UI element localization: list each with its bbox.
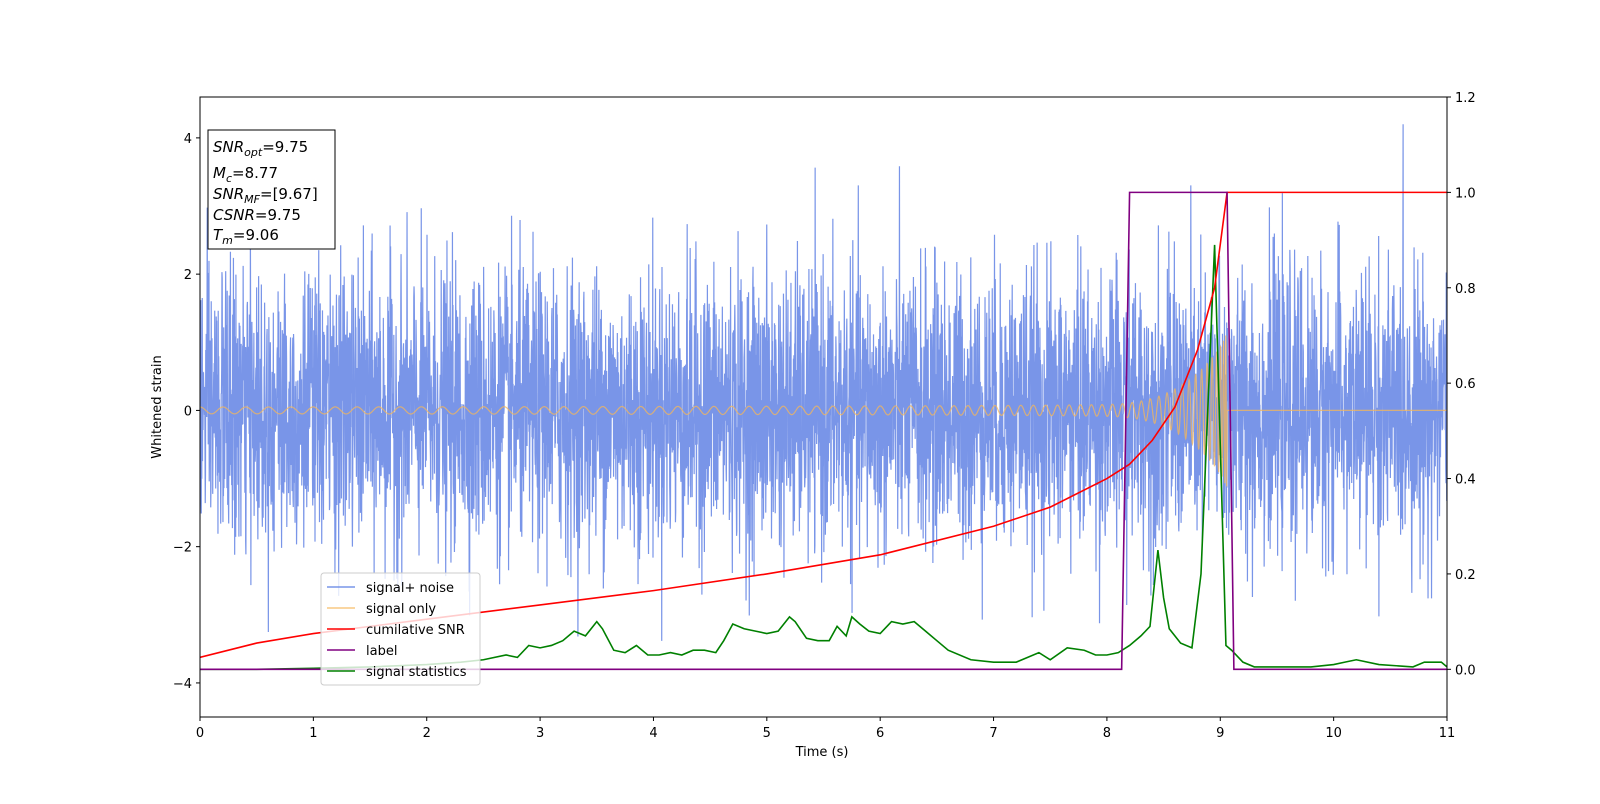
- y2-tick-label: 0.6: [1455, 377, 1476, 392]
- y-axis-title: Whitened strain: [150, 355, 165, 458]
- noise-series-layer: [200, 124, 1447, 641]
- info-mc-value: 8.77: [245, 164, 278, 182]
- x-tick-label: 0: [196, 726, 204, 741]
- series-signal-statistics-line: [200, 244, 1447, 671]
- chirp-series-layer: [200, 335, 1447, 487]
- info-snr-opt: SNRopt=9.75: [213, 138, 308, 159]
- legend-label: signal only: [366, 602, 436, 617]
- legend-label: label: [366, 644, 397, 659]
- y-tick-label: −2: [173, 541, 192, 556]
- x-axis-title: Time (s): [795, 745, 849, 760]
- info-snr-mf-value: [9.67]: [273, 185, 318, 203]
- y-axis-ticks: −4 −2 0 2 4: [173, 132, 200, 692]
- info-csnr: CSNR=9.75: [213, 206, 301, 224]
- y-tick-label: 2: [184, 268, 192, 283]
- x-tick-label: 9: [1216, 726, 1224, 741]
- y-tick-label: 0: [184, 404, 192, 419]
- legend-items: signal+ noise signal only cumilative SNR la…: [327, 581, 467, 680]
- x-tick-label: 1: [309, 726, 317, 741]
- info-snr-mf: SNRMF=[9.67]: [213, 185, 318, 206]
- legend-frame: [320, 572, 481, 686]
- info-mc: Mc=8.77: [213, 164, 278, 185]
- info-box: SNRopt=9.75 Mc=8.77 SNRMF=[9.67] CSNR=9.…: [207, 129, 336, 250]
- x-tick-label: 4: [649, 726, 657, 741]
- x-tick-label: 7: [989, 726, 997, 741]
- info-tm-value: 9.06: [245, 226, 278, 244]
- y2-tick-label: 0.2: [1455, 568, 1476, 583]
- x-tick-label: 11: [1439, 726, 1456, 741]
- x-axis-ticks: 0 1 2 3 4 5 6 7 8 9 10 11: [196, 717, 1455, 741]
- info-tm: Tm=9.06: [213, 226, 279, 247]
- x-tick-label: 6: [876, 726, 884, 741]
- x-tick-label: 3: [536, 726, 544, 741]
- y2-tick-label: 1.0: [1455, 186, 1476, 201]
- y-tick-label: −4: [173, 677, 192, 692]
- x-tick-label: 5: [763, 726, 771, 741]
- x-tick-label: 2: [423, 726, 431, 741]
- legend: signal+ noise signal only cumilative SNR la…: [320, 572, 481, 686]
- plot-frame: [199, 96, 1448, 718]
- x-tick-label: 8: [1103, 726, 1111, 741]
- legend-label: signal+ noise: [366, 581, 454, 596]
- y2-tick-label: 0.0: [1455, 663, 1476, 678]
- series-label-line: [200, 191, 1447, 671]
- y2-tick-label: 1.2: [1455, 91, 1476, 106]
- y2-tick-label: 0.4: [1455, 473, 1476, 488]
- y2-tick-label: 0.8: [1455, 282, 1476, 297]
- x-tick-label: 10: [1325, 726, 1342, 741]
- y-tick-label: 4: [184, 132, 192, 147]
- series-signal-plus-noise-line: [200, 124, 1447, 641]
- info-snr-opt-value: 9.75: [275, 138, 308, 156]
- legend-label: signal statistics: [366, 665, 467, 680]
- legend-label: cumilative SNR: [366, 623, 465, 638]
- series-signal-only-line: [200, 335, 1447, 487]
- info-box-frame: [207, 129, 336, 250]
- info-csnr-value: 9.75: [268, 206, 301, 224]
- y2-axis-ticks: 0.0 0.2 0.4 0.6 0.8 1.0 1.2: [1447, 91, 1476, 678]
